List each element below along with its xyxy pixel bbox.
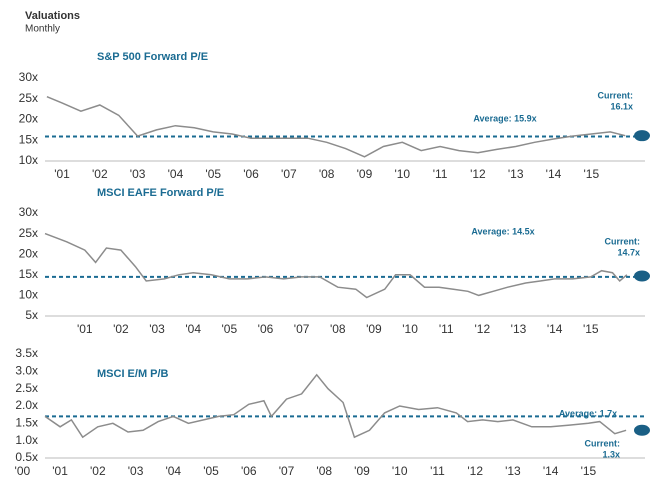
y-tick-label: 2.0x xyxy=(15,398,38,412)
y-tick-label: 30x xyxy=(19,205,38,219)
x-tick-label: '03 xyxy=(149,322,165,336)
x-tick-label: '08 xyxy=(316,464,332,478)
x-tick-label: '02 xyxy=(92,167,108,181)
x-tick-label: '11 xyxy=(430,464,445,478)
x-tick-label: '10 xyxy=(394,167,410,181)
y-tick-label: 25x xyxy=(19,226,38,240)
y-tick-label: 1.0x xyxy=(15,433,38,447)
x-tick-label: '04 xyxy=(185,322,201,336)
current-marker xyxy=(634,130,650,142)
y-tick-label: 20x xyxy=(19,246,38,260)
page-title: Valuations xyxy=(25,10,80,22)
current-label: Current: xyxy=(605,236,641,246)
current-marker xyxy=(634,424,650,436)
x-tick-label: '11 xyxy=(439,322,454,336)
x-tick-label: '03 xyxy=(130,167,146,181)
x-tick-label: '07 xyxy=(281,167,297,181)
x-tick-label: '10 xyxy=(402,322,418,336)
x-tick-label: '00 xyxy=(15,464,31,478)
y-tick-label: 30x xyxy=(19,70,38,84)
x-tick-label: '13 xyxy=(505,464,521,478)
x-tick-label: '15 xyxy=(583,322,599,336)
x-tick-label: '12 xyxy=(470,167,486,181)
x-tick-label: '14 xyxy=(546,167,562,181)
x-tick-label: '04 xyxy=(168,167,184,181)
x-tick-label: '13 xyxy=(511,322,527,336)
average-label: Average: 14.5x xyxy=(471,226,534,236)
x-tick-label: '09 xyxy=(366,322,382,336)
x-tick-label: '07 xyxy=(279,464,295,478)
x-tick-label: '01 xyxy=(77,322,93,336)
y-tick-label: 3.5x xyxy=(15,346,38,360)
x-tick-label: '08 xyxy=(330,322,346,336)
current-label: Current: xyxy=(585,438,621,448)
x-tick-label: '04 xyxy=(165,464,181,478)
current-value-label: 14.7x xyxy=(617,247,640,257)
y-tick-label: 15x xyxy=(19,267,38,281)
x-tick-label: '12 xyxy=(467,464,483,478)
x-tick-label: '12 xyxy=(475,322,491,336)
x-tick-label: '02 xyxy=(113,322,129,336)
x-tick-label: '01 xyxy=(54,167,70,181)
y-tick-label: 2.5x xyxy=(15,381,38,395)
y-tick-label: 15x xyxy=(19,132,38,146)
current-value-label: 16.1x xyxy=(610,101,633,111)
x-tick-label: '10 xyxy=(392,464,408,478)
y-tick-label: 20x xyxy=(19,112,38,126)
chart-title: MSCI EAFE Forward P/E xyxy=(97,187,224,199)
x-tick-label: '15 xyxy=(583,167,599,181)
x-tick-label: '14 xyxy=(543,464,559,478)
data-line xyxy=(44,232,628,299)
x-tick-label: '05 xyxy=(222,322,238,336)
x-tick-label: '03 xyxy=(128,464,144,478)
x-tick-label: '02 xyxy=(90,464,106,478)
data-line xyxy=(46,96,626,158)
y-tick-label: 10x xyxy=(19,288,38,302)
y-tick-label: 0.5x xyxy=(15,450,38,464)
x-tick-label: '06 xyxy=(241,464,257,478)
x-tick-label: '14 xyxy=(547,322,563,336)
x-tick-label: '08 xyxy=(319,167,335,181)
y-tick-label: 5x xyxy=(25,308,38,322)
x-tick-label: '06 xyxy=(243,167,259,181)
chart-title: MSCI E/M P/B xyxy=(97,368,169,380)
chart-title: S&P 500 Forward P/E xyxy=(97,51,208,63)
x-tick-label: '09 xyxy=(357,167,373,181)
x-tick-label: '05 xyxy=(203,464,219,478)
average-label: Average: 1.7x xyxy=(559,408,617,418)
page-subtitle: Monthly xyxy=(25,24,60,35)
data-line xyxy=(44,373,627,439)
y-tick-label: 10x xyxy=(19,153,38,167)
x-tick-label: '13 xyxy=(508,167,524,181)
x-tick-label: '09 xyxy=(354,464,370,478)
y-tick-label: 3.0x xyxy=(15,364,38,378)
x-tick-label: '07 xyxy=(294,322,310,336)
y-tick-label: 1.5x xyxy=(15,416,38,430)
current-label: Current: xyxy=(598,90,634,100)
average-label: Average: 15.9x xyxy=(473,113,536,123)
x-tick-label: '06 xyxy=(258,322,274,336)
x-tick-label: '05 xyxy=(205,167,221,181)
x-tick-label: '11 xyxy=(433,167,448,181)
current-marker xyxy=(634,270,650,282)
y-tick-label: 25x xyxy=(19,91,38,105)
x-tick-label: '01 xyxy=(52,464,68,478)
current-value-label: 1.3x xyxy=(602,449,620,459)
x-tick-label: '15 xyxy=(581,464,597,478)
